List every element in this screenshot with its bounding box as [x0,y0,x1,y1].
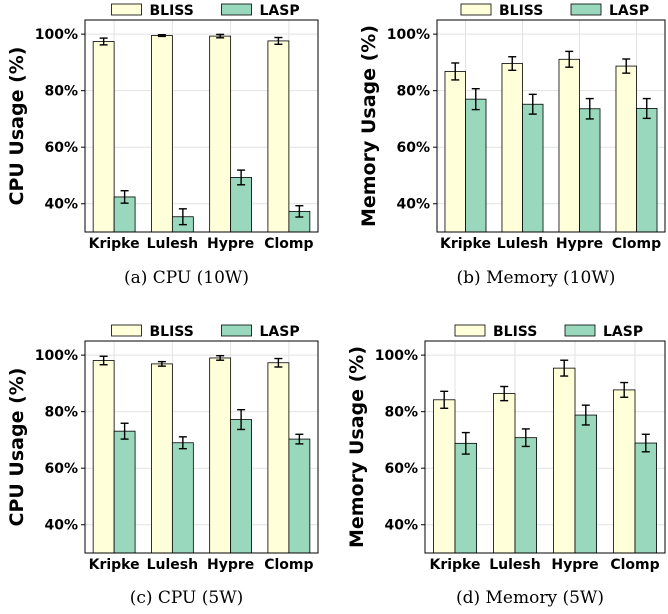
bar-bliss-clomp [615,65,637,233]
bar-bliss-clomp [267,40,290,233]
bar-lasp-clomp [288,438,311,554]
y-axis-label: Memory Usage (%) [358,25,380,227]
legend-swatch-bliss [460,3,492,16]
bar-lasp-kripke [113,430,136,554]
subfigure-caption: (c) CPU (5W) [130,588,244,608]
bar-bliss-kripke [444,71,466,233]
legend-swatch-bliss [454,324,486,337]
legend-label-bliss: BLISS [493,324,537,340]
y-tick-label: 80% [396,84,430,100]
x-tick-label: Clomp [612,236,661,252]
bar-lasp-clomp [634,442,658,554]
bar-lasp-clomp [636,108,658,233]
bar-lasp-lulesh [171,442,194,554]
legend-swatch-lasp [221,3,252,16]
y-tick-label: 40% [396,197,430,213]
bar-bliss-clomp [267,362,290,554]
x-tick-label: Kripke [429,557,480,573]
y-axis-label: Memory Usage (%) [346,346,368,548]
y-tick-label: 40% [384,518,418,534]
bar-bliss-clomp [613,389,636,554]
bar-lasp-hypre [574,414,598,554]
legend-swatch-lasp [221,324,252,337]
bar-lasp-hypre [579,108,601,233]
legend-swatch-bliss [111,324,142,337]
legend-label-bliss: BLISS [150,3,194,19]
subfigure-caption: (d) Memory (5W) [456,588,604,608]
x-tick-label: Lulesh [147,557,198,573]
x-tick-label: Kripke [89,236,140,252]
y-tick-label: 60% [44,461,78,477]
y-tick-label: 40% [44,197,78,213]
x-tick-label: Hypre [207,557,254,573]
y-tick-label: 100% [35,348,78,364]
bar-bliss-lulesh [501,63,523,233]
bar-bliss-hypre [558,58,580,233]
x-tick-label: Lulesh [497,236,548,252]
bar-lasp-kripke [465,98,487,233]
bar-lasp-hypre [230,419,252,554]
chart-panel-3: 40% 60% 80% 100% Kripke Lulesh Hypre Clomp CPU U… [6,324,319,608]
x-tick-label: Clomp [264,557,313,573]
bar-bliss-hypre [553,367,576,554]
y-tick-label: 100% [387,27,430,43]
plot-frame [436,19,666,233]
bar-bliss-lulesh [492,393,516,554]
y-tick-label: 100% [35,27,78,43]
bar-lasp-hypre [230,177,252,233]
y-tick-label: 80% [44,84,78,100]
legend-label-lasp: LASP [260,324,300,340]
bar-bliss-kripke [92,360,115,554]
plot-frame [84,19,319,233]
bar-bliss-hypre [209,35,232,233]
y-tick-label: 60% [44,140,78,156]
y-tick-label: 40% [44,518,78,534]
bar-bliss-kripke [432,399,456,554]
bar-bliss-lulesh [151,363,173,554]
x-tick-label: Lulesh [489,557,540,573]
chart-panel-2: 40% 60% 80% 100% Kripke Lulesh Hypre Clomp Memor… [358,3,666,288]
legend-swatch-lasp [570,3,602,16]
x-tick-label: Clomp [610,557,659,573]
legend-swatch-bliss [111,3,142,16]
legend-swatch-lasp [564,324,596,337]
plot-frame [84,340,319,554]
x-tick-label: Kripke [89,557,140,573]
x-tick-label: Clomp [264,236,313,252]
bar-bliss-kripke [92,41,115,233]
legend-label-lasp: LASP [260,3,300,19]
y-tick-label: 80% [44,405,78,421]
x-tick-label: Lulesh [147,236,198,252]
subfigure-caption: (b) Memory (10W) [457,268,616,288]
chart-panel-4: 40% 60% 80% 100% Kripke Lulesh Hypre Clomp Memor… [346,324,666,608]
x-tick-label: Hypre [207,236,254,252]
y-tick-label: 60% [384,461,418,477]
bar-lasp-lulesh [514,437,538,554]
x-tick-label: Hypre [556,236,603,252]
x-tick-label: Hypre [551,557,598,573]
plot-frame [424,340,666,554]
legend-label-bliss: BLISS [150,324,194,340]
bar-bliss-hypre [209,357,232,554]
y-axis-label: CPU Usage (%) [6,368,28,527]
y-tick-label: 60% [396,140,430,156]
bar-lasp-kripke [454,442,478,554]
y-tick-label: 100% [375,348,418,364]
subfigure-caption: (a) CPU (10W) [124,268,249,288]
legend-label-lasp: LASP [609,3,649,19]
y-tick-label: 80% [384,405,418,421]
legend-label-lasp: LASP [603,324,643,340]
chart-panel-1: 40% 60% 80% 100% Kripke Lulesh Hypre Clomp CPU U… [6,3,319,288]
bar-lasp-lulesh [522,103,544,233]
x-tick-label: Kripke [440,236,491,252]
legend-label-bliss: BLISS [499,3,543,19]
y-axis-label: CPU Usage (%) [6,47,28,206]
bar-bliss-lulesh [151,35,173,233]
